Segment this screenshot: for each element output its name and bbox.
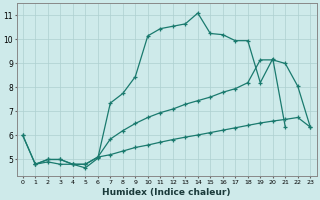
X-axis label: Humidex (Indice chaleur): Humidex (Indice chaleur) (102, 188, 231, 197)
